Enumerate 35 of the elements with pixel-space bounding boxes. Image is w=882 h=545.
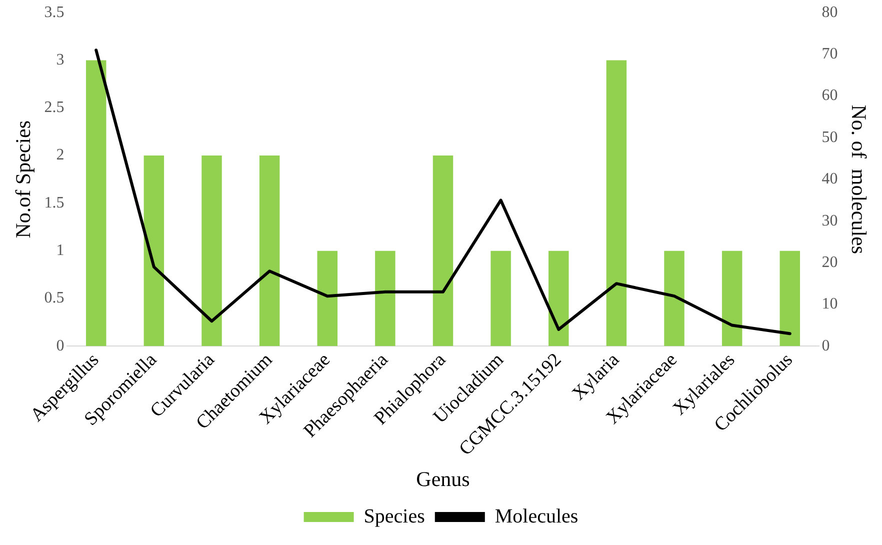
bar	[548, 250, 569, 346]
y2-tick-label: 30	[822, 212, 838, 230]
y2-tick-label: 10	[822, 296, 838, 313]
bar	[432, 156, 454, 346]
bar	[606, 60, 627, 346]
y-axis-title: No.of Species	[11, 120, 36, 238]
y2-tick-label: 80	[822, 4, 838, 21]
bar	[317, 250, 338, 346]
y-tick-label: 3.5	[44, 4, 64, 21]
bar	[722, 250, 742, 346]
y2-tick-label: 20	[822, 254, 838, 271]
y-tick-label: 0	[56, 337, 64, 354]
bar	[490, 250, 511, 346]
y-tick-label: 0.5	[44, 290, 64, 307]
y2-tick-label: 0	[822, 337, 830, 354]
y2-tick-label: 60	[822, 87, 838, 104]
bar	[664, 250, 684, 346]
legend-label: Molecules	[494, 505, 578, 528]
x-axis-title: Genus	[416, 466, 470, 491]
y-tick-label: 1.5	[44, 194, 64, 212]
y-tick-label: 1	[56, 242, 64, 260]
y2-tick-label: 40	[822, 170, 838, 188]
bar	[375, 250, 396, 346]
y-tick-label: 3	[56, 51, 64, 68]
bar	[86, 60, 106, 346]
bar	[202, 156, 222, 346]
y2-tick-label: 50	[822, 128, 838, 146]
bar	[259, 156, 280, 346]
y2-tick-label: 70	[822, 45, 838, 62]
y-tick-label: 2	[56, 146, 64, 164]
y2-axis-title: No. of molecules	[846, 104, 871, 254]
legend-label: Species	[364, 505, 426, 528]
bar	[144, 156, 164, 346]
bar	[780, 250, 800, 346]
y-tick-label: 2.5	[44, 99, 64, 116]
